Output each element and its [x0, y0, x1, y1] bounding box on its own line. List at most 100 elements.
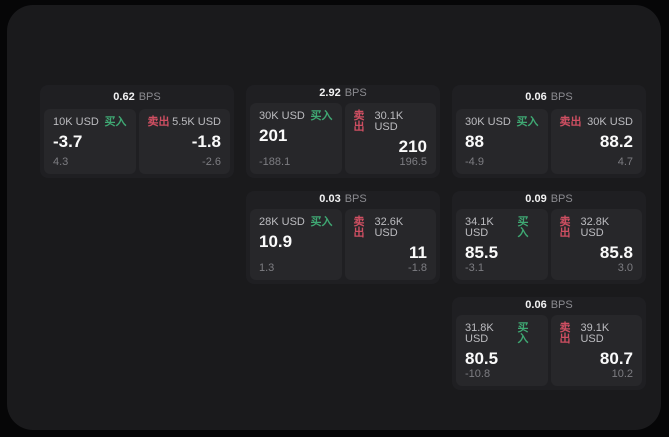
sell-quote-tile[interactable]: 卖出 32.8K USD 85.8 3.0 — [550, 208, 642, 280]
bps-value: 0.06 — [525, 90, 547, 103]
buy-quote-tile[interactable]: 30K USD 买入 88 -4.9 — [456, 109, 548, 174]
sell-quote-tile[interactable]: 卖出 5.5K USD -1.8 -2.6 — [138, 109, 230, 174]
sell-quote-tile[interactable]: 卖出 32.6K USD 11 -1.8 — [344, 208, 436, 280]
sell-change-value: -1.8 — [408, 262, 427, 274]
sell-change-value: 10.2 — [611, 368, 633, 380]
buy-price-value: 85.5 — [465, 242, 499, 262]
buy-size-label: 28K USD — [259, 215, 305, 228]
bps-value: 0.06 — [525, 299, 547, 312]
sell-change-value: 3.0 — [617, 262, 633, 274]
bps-header: 2.92 BPS — [250, 85, 436, 103]
sell-quote-header: 卖出 32.6K USD — [353, 215, 428, 239]
sell-change-value: 4.7 — [617, 156, 633, 168]
buy-quote-header: 30K USD 买入 — [259, 109, 333, 122]
buy-quote-tile[interactable]: 31.8K USD 买入 80.5 -10.8 — [456, 314, 548, 386]
buy-quote-tile[interactable]: 28K USD 买入 10.9 1.3 — [250, 208, 342, 280]
quote-card-body: 28K USD 买入 10.9 1.3 卖出 32.6K USD 11 -1.8 — [250, 208, 436, 280]
buy-change-value: -4.9 — [465, 156, 484, 168]
bps-unit-label: BPS — [344, 193, 367, 206]
sell-price-value: 85.8 — [599, 242, 633, 262]
quote-card: 0.62 BPS 10K USD 买入 -3.7 4.3 卖出 5.5K USD… — [40, 85, 234, 178]
buy-quote-header: 31.8K USD 买入 — [465, 321, 539, 345]
quote-card-grid: 0.62 BPS 10K USD 买入 -3.7 4.3 卖出 5.5K USD… — [40, 85, 646, 390]
sell-tag: 卖出 — [559, 215, 571, 239]
buy-tag: 买入 — [104, 116, 127, 128]
buy-price-value: 80.5 — [465, 348, 499, 368]
bps-header: 0.03 BPS — [250, 191, 436, 209]
bps-unit-label: BPS — [550, 193, 573, 206]
sell-tag: 卖出 — [353, 215, 365, 239]
bps-value: 0.62 — [113, 90, 135, 103]
buy-tag: 买入 — [310, 109, 333, 122]
sell-tag: 卖出 — [147, 116, 170, 128]
bps-unit-label: BPS — [550, 90, 573, 103]
sell-size-label: 39.1K USD — [580, 321, 610, 345]
sell-price-value: -1.8 — [191, 132, 221, 151]
sell-change-value: 196.5 — [399, 156, 427, 168]
sell-quote-header: 卖出 32.8K USD — [559, 215, 634, 239]
bps-header: 0.06 BPS — [456, 297, 642, 315]
sell-size-label: 5.5K USD — [172, 116, 221, 128]
quote-card: 2.92 BPS 30K USD 买入 201 -188.1 卖出 30.1K … — [246, 85, 440, 178]
quote-card-body: 34.1K USD 买入 85.5 -3.1 卖出 32.8K USD 85.8… — [456, 208, 642, 280]
buy-change-value: -188.1 — [259, 156, 291, 168]
sell-quote-tile[interactable]: 卖出 30K USD 88.2 4.7 — [550, 109, 642, 174]
buy-quote-header: 10K USD 买入 — [53, 117, 127, 128]
buy-tag: 买入 — [516, 116, 539, 128]
buy-change-value: 4.3 — [53, 156, 69, 168]
buy-tag: 买入 — [517, 321, 529, 345]
sell-quote-header: 卖出 30K USD — [560, 117, 634, 128]
quote-card: 0.06 BPS 31.8K USD 买入 80.5 -10.8 卖出 39.1… — [452, 297, 646, 390]
sell-size-label: 30.1K USD — [374, 109, 404, 133]
buy-tag: 买入 — [517, 215, 529, 239]
buy-size-label: 31.8K USD — [465, 321, 494, 345]
sell-price-value: 80.7 — [599, 348, 633, 368]
bps-header: 0.09 BPS — [456, 191, 642, 209]
buy-quote-tile[interactable]: 30K USD 买入 201 -188.1 — [250, 102, 342, 174]
buy-size-label: 10K USD — [53, 116, 99, 128]
quote-card: 0.06 BPS 30K USD 买入 88 -4.9 卖出 30K USD 8… — [452, 85, 646, 178]
buy-price-value: 88 — [465, 132, 484, 151]
sell-tag: 卖出 — [559, 116, 582, 128]
buy-price-value: -3.7 — [53, 132, 83, 151]
buy-quote-tile[interactable]: 34.1K USD 买入 85.5 -3.1 — [456, 208, 548, 280]
bps-unit-label: BPS — [344, 87, 367, 100]
bps-value: 0.03 — [319, 193, 341, 206]
buy-change-value: -10.8 — [465, 368, 491, 380]
bps-unit-label: BPS — [550, 299, 573, 312]
sell-price-value: 210 — [398, 136, 427, 156]
buy-quote-header: 30K USD 买入 — [465, 117, 539, 128]
buy-quote-header: 34.1K USD 买入 — [465, 215, 539, 239]
sell-price-value: 11 — [409, 242, 427, 262]
quote-card-body: 30K USD 买入 201 -188.1 卖出 30.1K USD 210 1… — [250, 102, 436, 174]
bps-header: 0.06 BPS — [456, 85, 642, 109]
quotes-panel: 0.62 BPS 10K USD 买入 -3.7 4.3 卖出 5.5K USD… — [7, 5, 661, 430]
sell-quote-header: 卖出 5.5K USD — [148, 117, 222, 128]
sell-quote-tile[interactable]: 卖出 39.1K USD 80.7 10.2 — [550, 314, 642, 386]
sell-price-value: 88.2 — [599, 132, 633, 151]
buy-size-label: 30K USD — [465, 116, 511, 128]
buy-change-value: -3.1 — [465, 262, 484, 274]
buy-quote-tile[interactable]: 10K USD 买入 -3.7 4.3 — [44, 109, 136, 174]
quote-card-body: 30K USD 买入 88 -4.9 卖出 30K USD 88.2 4.7 — [456, 109, 642, 174]
buy-size-label: 30K USD — [259, 109, 305, 122]
buy-price-value: 10.9 — [259, 231, 293, 251]
buy-price-value: 201 — [259, 125, 288, 145]
quote-card: 0.09 BPS 34.1K USD 买入 85.5 -3.1 卖出 32.8K… — [452, 191, 646, 284]
bps-header: 0.62 BPS — [44, 85, 230, 109]
bps-value: 2.92 — [319, 87, 341, 100]
buy-size-label: 34.1K USD — [465, 215, 494, 239]
sell-tag: 卖出 — [353, 109, 365, 133]
buy-tag: 买入 — [310, 215, 333, 228]
sell-size-label: 32.8K USD — [580, 215, 610, 239]
buy-quote-header: 28K USD 买入 — [259, 215, 333, 228]
sell-change-value: -2.6 — [202, 156, 221, 168]
sell-size-label: 32.6K USD — [374, 215, 404, 239]
sell-quote-header: 卖出 30.1K USD — [353, 109, 428, 133]
buy-change-value: 1.3 — [259, 262, 275, 274]
bps-value: 0.09 — [525, 193, 547, 206]
quote-card-body: 31.8K USD 买入 80.5 -10.8 卖出 39.1K USD 80.… — [456, 314, 642, 386]
sell-tag: 卖出 — [559, 321, 571, 345]
sell-quote-tile[interactable]: 卖出 30.1K USD 210 196.5 — [344, 102, 436, 174]
bps-unit-label: BPS — [138, 90, 161, 103]
